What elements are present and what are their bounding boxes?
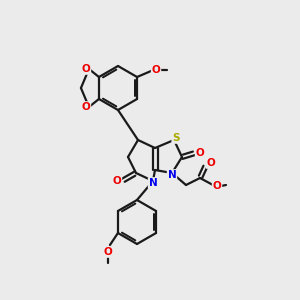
Text: O: O — [213, 181, 221, 191]
Text: N: N — [148, 178, 158, 188]
Text: O: O — [152, 65, 161, 75]
Text: O: O — [196, 148, 204, 158]
Text: N: N — [168, 170, 176, 180]
Text: O: O — [103, 247, 112, 257]
Text: O: O — [207, 158, 215, 168]
Text: S: S — [172, 133, 180, 143]
Text: O: O — [82, 64, 90, 74]
Text: O: O — [82, 102, 90, 112]
Text: O: O — [112, 176, 122, 186]
